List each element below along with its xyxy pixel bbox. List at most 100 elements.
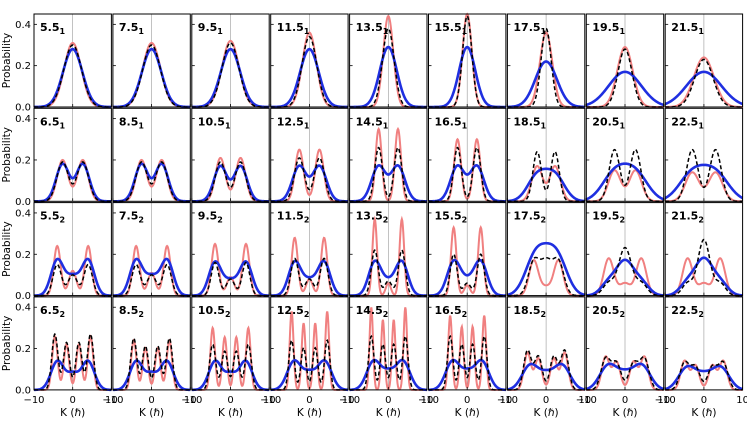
panel-24: 15.52 xyxy=(428,202,507,297)
panel-label: 19.51 xyxy=(592,21,625,36)
panel-25: 17.52 xyxy=(506,202,586,297)
panel-32: 14.52 xyxy=(349,296,428,392)
x-tick-label: 0 xyxy=(70,395,76,406)
model-b-line xyxy=(191,359,270,392)
panel-grid: 5.51 7.51 9.51 11.51 13.51 15.51 17.51 19.51 21.… xyxy=(33,12,744,392)
model-b-line xyxy=(664,163,744,200)
panel-label: 19.52 xyxy=(592,210,625,225)
x-tick-label: −10 xyxy=(23,395,44,406)
panel-label: 14.51 xyxy=(356,115,389,130)
panel-label: 9.51 xyxy=(198,21,224,36)
panel-11: 8.51 xyxy=(112,107,191,203)
model-b-line xyxy=(191,260,270,297)
panel-label: 13.51 xyxy=(356,21,389,36)
model-b-line xyxy=(33,257,112,297)
model-b-line xyxy=(428,358,506,392)
panel-19: 5.52 xyxy=(33,202,112,297)
panel-label: 12.51 xyxy=(277,115,310,130)
panel-31: 12.52 xyxy=(270,296,349,392)
x-axis-label: K (ℏ) xyxy=(455,407,480,419)
panel-label: 22.52 xyxy=(671,304,704,319)
model-b-line xyxy=(428,164,506,203)
x-tick-label: 10 xyxy=(500,395,513,406)
panel-8: 19.51 xyxy=(585,13,665,108)
model-b-line xyxy=(191,164,270,203)
y-tick-label: 0.4 xyxy=(15,208,31,219)
x-tick-label: 10 xyxy=(578,395,591,406)
x-tick-label: −10 xyxy=(418,395,439,406)
panel-33: 16.52 xyxy=(428,296,507,392)
x-tick-label: 0 xyxy=(227,395,233,406)
model-b-line xyxy=(507,167,585,203)
model-c-line xyxy=(586,148,664,203)
x-tick-label: −10 xyxy=(576,395,597,406)
x-axis-label: K (ℏ) xyxy=(297,407,322,419)
x-tick-label: 0 xyxy=(464,395,470,406)
x-axis-label: K (ℏ) xyxy=(376,407,401,419)
panel-22: 11.52 xyxy=(270,202,349,297)
model-b-line xyxy=(349,358,428,392)
panel-34: 18.52 xyxy=(506,296,586,391)
panel-label: 7.51 xyxy=(119,21,144,36)
model-c-line xyxy=(112,337,191,391)
panel-label: 20.52 xyxy=(592,304,625,319)
panel-5: 13.51 xyxy=(349,13,428,109)
model-b-line xyxy=(665,256,743,297)
model-b-line xyxy=(112,257,191,297)
model-a-line xyxy=(507,258,585,297)
model-a-line xyxy=(665,359,743,391)
model-c-line xyxy=(191,343,270,391)
y-tick-label: 0.0 xyxy=(15,291,31,302)
model-c-line xyxy=(112,161,191,203)
panel-label: 8.52 xyxy=(119,304,144,319)
panel-18: 22.51 xyxy=(664,107,744,203)
panel-label: 5.52 xyxy=(40,210,65,225)
y-tick-label: 0.2 xyxy=(15,250,31,261)
model-b-line xyxy=(586,258,664,297)
x-tick-label: 0 xyxy=(543,395,549,406)
y-tick-label: 0.0 xyxy=(15,103,31,114)
model-c-line xyxy=(112,44,191,108)
panel-label: 18.52 xyxy=(513,304,546,319)
panel-4: 11.51 xyxy=(270,13,349,109)
y-axis-label: Probability xyxy=(1,221,13,277)
model-b-line xyxy=(349,164,427,203)
panel-label: 15.51 xyxy=(435,21,468,36)
x-tick-label: 0 xyxy=(701,395,707,406)
model-b-line xyxy=(112,162,191,203)
x-tick-label: −10 xyxy=(497,395,518,406)
panel-3: 9.51 xyxy=(191,13,270,109)
panel-12: 10.51 xyxy=(191,107,270,203)
model-b-line xyxy=(112,359,191,392)
panel-label: 7.52 xyxy=(119,210,144,225)
panel-7: 17.51 xyxy=(506,13,586,109)
y-axis-label: Probability xyxy=(1,33,13,89)
model-c-line xyxy=(270,339,349,391)
y-tick-label: 0.0 xyxy=(15,385,31,396)
panel-36: 22.52 xyxy=(664,296,744,391)
model-c-line xyxy=(34,332,112,391)
model-a-line xyxy=(34,334,112,391)
x-tick-label: 0 xyxy=(306,395,312,406)
panel-label: 17.51 xyxy=(513,21,546,36)
panel-label: 8.51 xyxy=(119,115,144,130)
model-a-line xyxy=(665,56,743,108)
model-b-line xyxy=(270,164,349,203)
panel-1: 5.51 xyxy=(33,13,112,109)
x-axis-label: K (ℏ) xyxy=(139,407,164,419)
model-c-line xyxy=(586,48,664,108)
y-tick-label: 0.0 xyxy=(15,197,31,208)
x-tick-label: 0 xyxy=(622,395,628,406)
x-tick-label: 10 xyxy=(657,395,670,406)
x-tick-label: −10 xyxy=(181,395,202,406)
panel-20: 7.52 xyxy=(112,202,191,297)
x-tick-label: 10 xyxy=(105,395,118,406)
model-b-line xyxy=(270,259,349,297)
x-axis-label: K (ℏ) xyxy=(534,407,559,419)
y-tick-label: 0.4 xyxy=(15,20,31,31)
x-tick-label: 10 xyxy=(342,395,355,406)
panel-label: 15.52 xyxy=(435,210,468,225)
model-b-line xyxy=(585,162,665,201)
x-tick-label: 0 xyxy=(385,395,391,406)
